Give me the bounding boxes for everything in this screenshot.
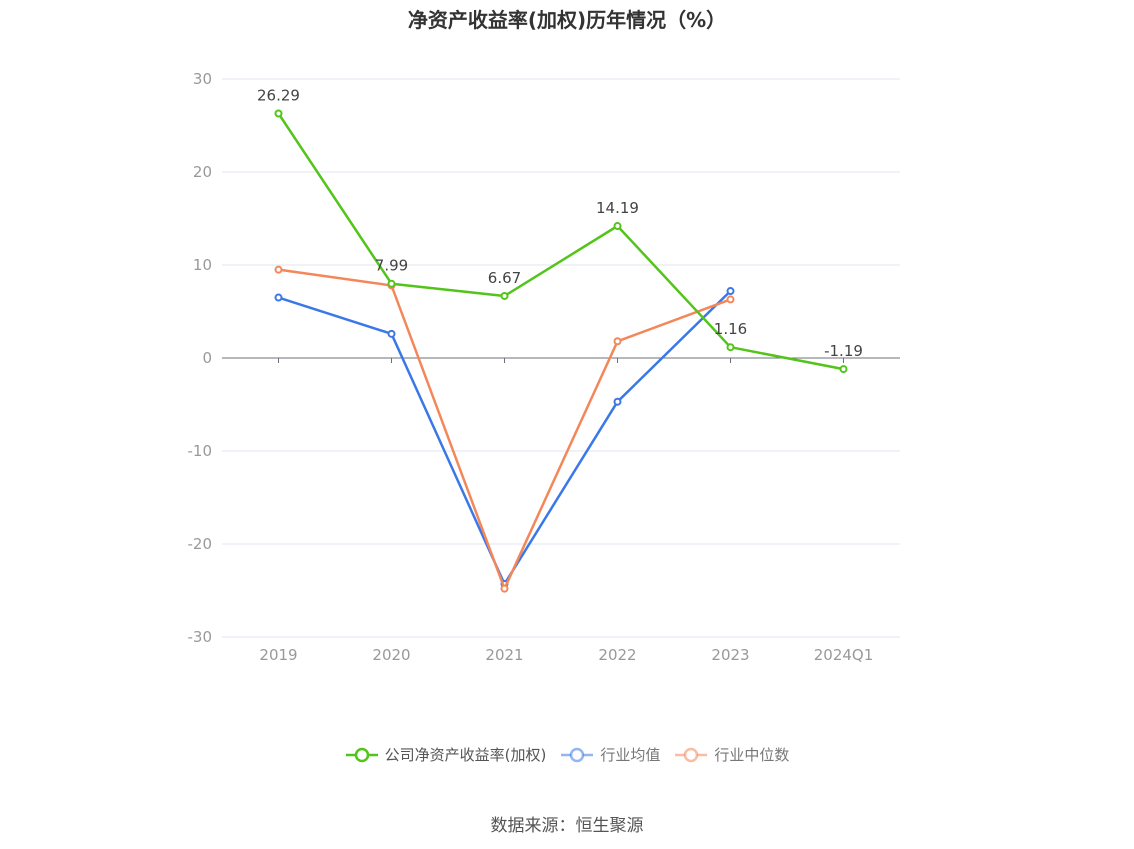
data-point bbox=[613, 222, 622, 231]
data-source: 数据来源：恒生聚源 bbox=[490, 816, 644, 836]
data-point bbox=[613, 337, 622, 346]
grid-layer bbox=[222, 78, 900, 638]
legend-item[interactable]: 公司净资产收益率(加权) bbox=[345, 744, 547, 765]
y-tick-label: 0 bbox=[202, 349, 212, 367]
data-point bbox=[274, 109, 283, 118]
legend-item[interactable]: 行业中位数 bbox=[674, 744, 789, 765]
legend-label: 公司净资产收益率(加权) bbox=[384, 746, 547, 764]
legend: 公司净资产收益率(加权) 行业均值 行业中位数 bbox=[0, 744, 1134, 765]
data-point bbox=[274, 293, 283, 302]
series-line bbox=[278, 268, 731, 590]
x-tick-label: 2024Q1 bbox=[814, 646, 874, 664]
legend-circle bbox=[684, 747, 699, 762]
legend-marker-icon bbox=[345, 747, 378, 762]
x-tick-label: 2020 bbox=[372, 646, 410, 664]
series-line bbox=[278, 290, 732, 586]
data-point bbox=[726, 287, 735, 296]
axis-layer: 30 20 10 0 -10 -20 -30 2019 2020 2021 2022 2023 2024… bbox=[188, 70, 900, 664]
y-tick-label: 30 bbox=[193, 70, 212, 88]
data-point bbox=[726, 343, 735, 352]
data-point bbox=[387, 329, 396, 338]
legend-label: 行业均值 bbox=[600, 746, 661, 764]
data-label: 1.16 bbox=[714, 320, 747, 338]
y-tick-label: -10 bbox=[188, 442, 213, 460]
y-tick-label: 10 bbox=[193, 256, 212, 274]
y-tick-label: -30 bbox=[188, 628, 213, 646]
data-point bbox=[726, 295, 735, 304]
data-label: 26.29 bbox=[257, 87, 300, 105]
legend-label: 行业中位数 bbox=[714, 746, 790, 764]
series-line bbox=[277, 112, 844, 371]
x-tick-label: 2022 bbox=[598, 646, 636, 664]
legend-item[interactable]: 行业均值 bbox=[560, 744, 660, 765]
legend-circle bbox=[570, 747, 585, 762]
x-tick-label: 2023 bbox=[711, 646, 749, 664]
y-tick-label: 20 bbox=[193, 163, 212, 181]
x-tick-label: 2019 bbox=[259, 646, 297, 664]
data-point bbox=[839, 365, 848, 374]
data-label: -1.19 bbox=[824, 342, 863, 360]
data-label: 7.99 bbox=[375, 257, 408, 275]
chart-title: 净资产收益率(加权)历年情况（%） bbox=[407, 8, 727, 32]
series-layer bbox=[274, 109, 848, 593]
data-label: 6.67 bbox=[488, 269, 521, 287]
data-label-layer: 26.29 7.99 6.67 14.19 1.16 -1.19 bbox=[257, 87, 863, 361]
data-point bbox=[387, 279, 396, 288]
legend-marker-icon bbox=[561, 747, 594, 762]
legend-circle bbox=[354, 747, 369, 762]
data-point bbox=[500, 584, 509, 593]
data-point bbox=[613, 397, 622, 406]
data-point bbox=[274, 265, 283, 274]
legend-marker-icon bbox=[675, 747, 708, 762]
y-tick-label: -20 bbox=[188, 535, 213, 553]
data-point bbox=[500, 291, 509, 300]
x-tick-label: 2021 bbox=[485, 646, 523, 664]
data-label: 14.19 bbox=[596, 199, 639, 217]
